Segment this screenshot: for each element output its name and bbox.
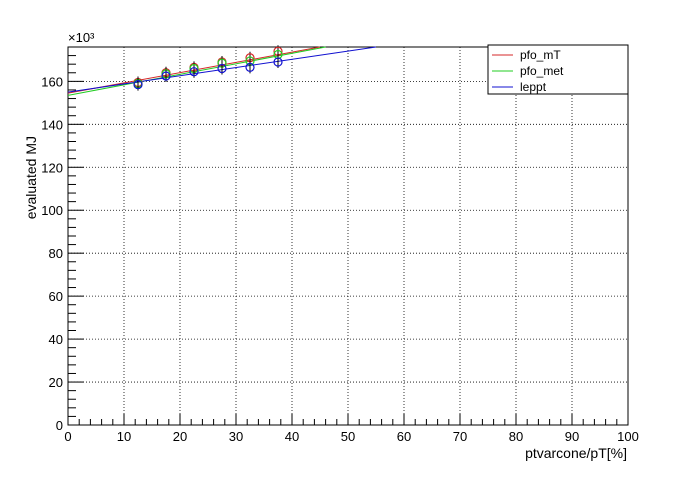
y-tick-label: 140 (41, 117, 63, 132)
x-axis-label: ptvarcone/pT[%] (525, 445, 627, 461)
y-tick-label: 20 (49, 375, 63, 390)
marker (133, 79, 143, 90)
marker (161, 71, 171, 81)
data-points (133, 45, 283, 91)
x-tick-label: 60 (397, 429, 411, 444)
legend-label-pfo_mT: pfo_mT (520, 48, 561, 62)
legend-label-leppt: leppt (520, 80, 547, 94)
marker (217, 63, 227, 74)
x-tick-label: 0 (64, 429, 71, 444)
y-tick-label: 40 (49, 332, 63, 347)
y-tick-label: 160 (41, 74, 63, 89)
data-point-leppt (161, 69, 171, 82)
y-tick-label: 0 (56, 418, 63, 433)
data-point-leppt (245, 61, 255, 74)
data-point-leppt (133, 78, 143, 91)
data-point-leppt (273, 56, 283, 69)
marker (245, 62, 255, 73)
x-tick-label: 100 (617, 429, 639, 444)
x-tick-label: 40 (285, 429, 299, 444)
legend-label-pfo_met: pfo_met (520, 64, 564, 78)
grid-lines (68, 47, 628, 425)
data-point-leppt (217, 62, 227, 75)
x-tick-label: 80 (509, 429, 523, 444)
x-tick-label: 50 (341, 429, 355, 444)
y-tick-label: 60 (49, 289, 63, 304)
y-exponent-label: ×10³ (68, 30, 95, 45)
x-tick-label: 70 (453, 429, 467, 444)
axes: 0 10 20 30 40 50 60 70 80 90 100 0 20 40 60 80 100 120 140… (41, 46, 639, 444)
y-tick-label: 100 (41, 203, 63, 218)
data-point-leppt (189, 65, 199, 78)
y-axis-label: evaluated MJ (23, 136, 39, 219)
y-tick-label: 120 (41, 160, 63, 175)
x-tick-label: 90 (565, 429, 579, 444)
legend-box (487, 44, 629, 95)
x-tick-label: 10 (117, 429, 131, 444)
x-tick-label: 30 (229, 429, 243, 444)
marker (273, 57, 283, 67)
marker (189, 67, 199, 77)
x-tick-label: 20 (173, 429, 187, 444)
y-tick-label: 80 (49, 246, 63, 261)
